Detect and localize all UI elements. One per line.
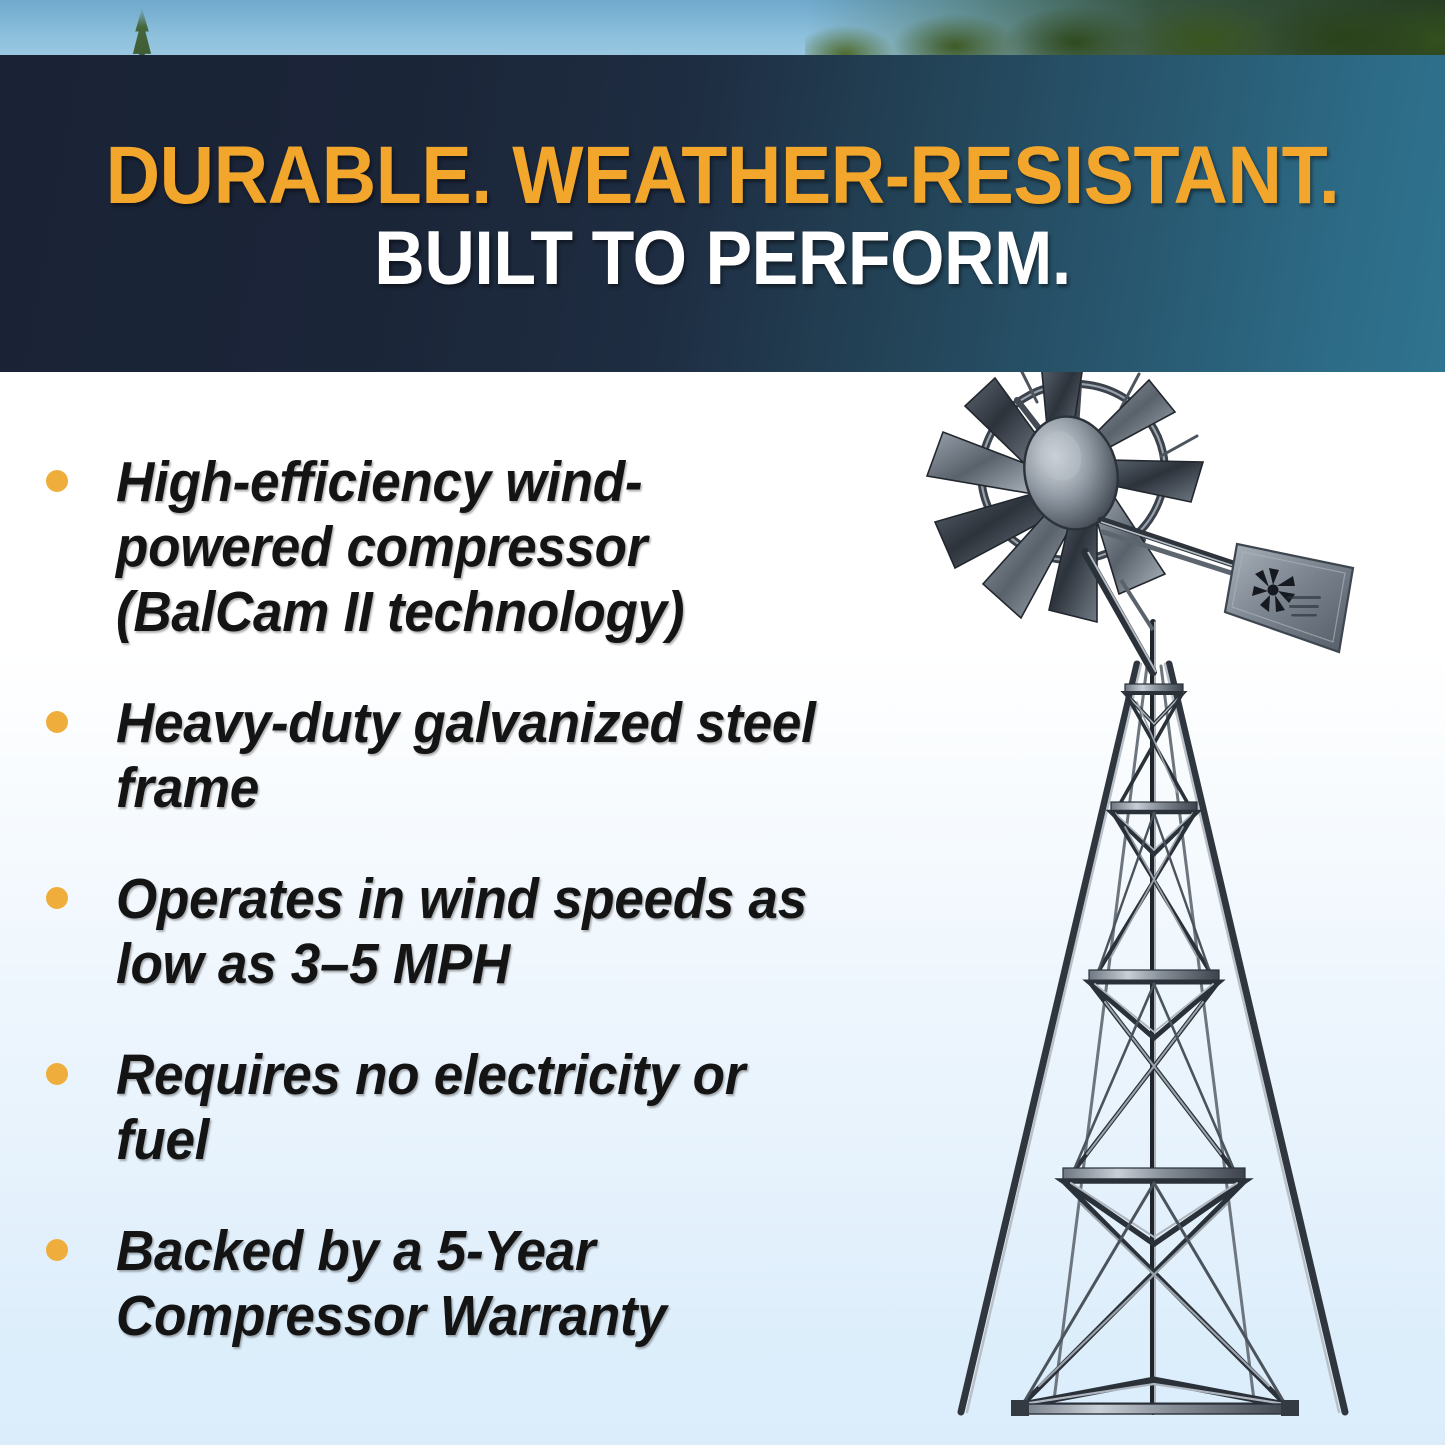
list-item: Operates in wind speeds as low as 3–5 MP… bbox=[46, 867, 906, 997]
head-mast bbox=[1081, 548, 1157, 676]
bullet-dot-icon bbox=[46, 470, 68, 492]
fan-blades bbox=[925, 372, 1205, 624]
tower-platform-1 bbox=[1120, 683, 1188, 727]
tower-structure bbox=[957, 619, 1349, 1416]
vane-logo-icon bbox=[1252, 568, 1295, 612]
hub-housing bbox=[1023, 415, 1119, 531]
bullet-text: Operates in wind speeds as low as 3–5 MP… bbox=[116, 866, 807, 996]
list-item: Requires no electricity or fuel bbox=[46, 1043, 906, 1173]
tower-bracing-4 bbox=[1020, 1180, 1288, 1407]
tower-platform-2 bbox=[1105, 801, 1203, 858]
feature-bullet-list: High-efficiency wind-powered compressor … bbox=[46, 450, 906, 1395]
bullet-text: Requires no electricity or fuel bbox=[116, 1042, 746, 1172]
feature-content-area: High-efficiency wind-powered compressor … bbox=[0, 372, 1445, 1445]
bullet-text: Backed by a 5-Year Compressor Warranty bbox=[116, 1218, 667, 1348]
tail-vane bbox=[1223, 542, 1355, 654]
headline-banner-inner: DURABLE. WEATHER-RESISTANT. BUILT TO PER… bbox=[0, 55, 1445, 372]
list-item: High-efficiency wind-powered compressor … bbox=[46, 450, 906, 645]
bullet-text: Heavy-duty galvanized steel frame bbox=[116, 690, 816, 820]
tail-boom bbox=[1097, 516, 1250, 581]
headline-banner: DURABLE. WEATHER-RESISTANT. BUILT TO PER… bbox=[0, 55, 1445, 372]
bullet-text: High-efficiency wind-powered compressor … bbox=[116, 450, 685, 644]
windmill-product-image bbox=[925, 372, 1355, 1416]
bullet-dot-icon bbox=[46, 886, 68, 909]
tower-platform-4 bbox=[1054, 1167, 1254, 1248]
headline-line-2: BUILT TO PERFORM. bbox=[374, 216, 1071, 302]
bullet-dot-icon bbox=[46, 1238, 68, 1261]
vane-logo-text bbox=[1287, 596, 1321, 617]
list-item: Backed by a 5-Year Compressor Warranty bbox=[46, 1219, 906, 1349]
tower-bracing-1 bbox=[1119, 692, 1189, 804]
bullet-dot-icon bbox=[46, 710, 68, 733]
tower-legs bbox=[957, 619, 1349, 1416]
fan-wheel-rim bbox=[977, 372, 1199, 565]
tower-platform-3 bbox=[1082, 969, 1226, 1042]
headline-line-1: DURABLE. WEATHER-RESISTANT. bbox=[105, 130, 1340, 222]
tower-bracing-2 bbox=[1096, 811, 1212, 974]
tower-bracing-3 bbox=[1070, 981, 1238, 1175]
bullet-dot-icon bbox=[46, 1062, 68, 1085]
list-item: Heavy-duty galvanized steel frame bbox=[46, 691, 906, 821]
windmill-head-assembly bbox=[925, 372, 1355, 676]
tower-base bbox=[1011, 1376, 1299, 1416]
